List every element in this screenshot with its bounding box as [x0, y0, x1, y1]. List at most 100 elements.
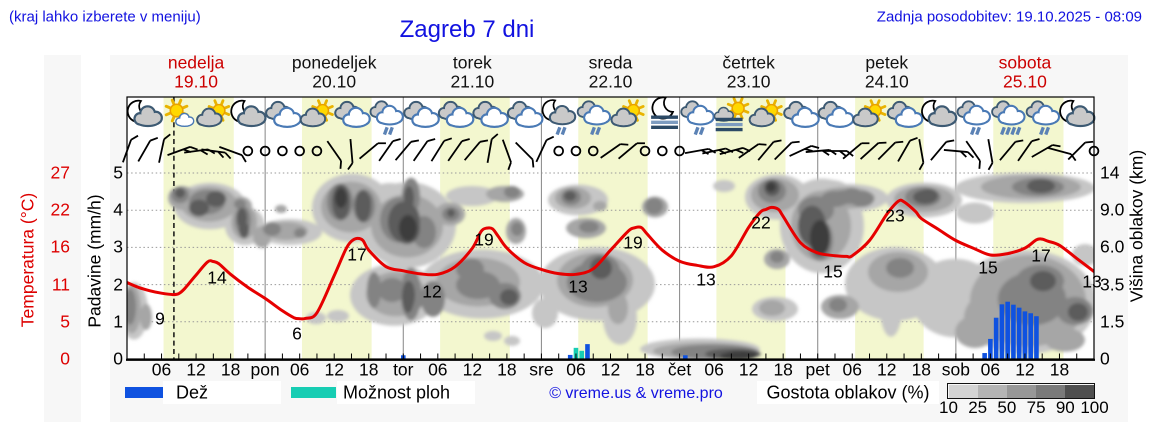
precip-tick-label: 0 — [113, 348, 123, 369]
cloud-height-tick-label: 0 — [1100, 348, 1110, 369]
temp-tick-label: 5 — [60, 311, 70, 332]
day-name-nedelja[interactable]: nedelja — [167, 52, 225, 73]
cloud-shape — [825, 106, 855, 128]
shower-bar — [573, 347, 579, 359]
colorbar-tick-label: 25 — [968, 398, 988, 417]
cloud-blob — [294, 228, 307, 238]
wind-barb-icon — [757, 139, 782, 161]
hour-label: 12 — [738, 359, 759, 380]
temperature-value-label: 23 — [885, 205, 905, 226]
wind-barb-icon — [412, 138, 436, 162]
rain-bar — [683, 355, 688, 359]
temperature-value-label: 9 — [155, 308, 165, 329]
hour-label: 06 — [289, 359, 310, 380]
cloud-density-label-box — [757, 381, 939, 404]
cloud-blob — [956, 202, 995, 224]
day-name-sobota[interactable]: sobota — [998, 52, 1052, 73]
cloud-height-tick-label: 6.0 — [1100, 236, 1125, 257]
calm-wind-icon — [311, 145, 323, 157]
copyright-link[interactable]: © vreme.us & vreme.pro — [549, 385, 723, 402]
weather-icons — [126, 96, 1096, 136]
temperature-value-label: 13 — [1082, 271, 1102, 292]
wind-barb-icon — [358, 142, 386, 160]
precipitation-axis-title: Padavine (mm/h) — [84, 194, 105, 328]
day-name-četrtek[interactable]: četrtek — [722, 52, 775, 73]
day-name-ponedeljek[interactable]: ponedeljek — [291, 52, 377, 73]
cloud-shape — [480, 106, 509, 128]
day-name-torek[interactable]: torek — [452, 52, 492, 73]
cloud-blob — [500, 289, 519, 306]
day-name-petek[interactable]: petek — [865, 52, 909, 73]
wind-barb-icon — [897, 136, 918, 162]
cloud-blob — [504, 185, 521, 198]
colorbar-segment — [1065, 384, 1095, 399]
wind-barb-icon — [842, 142, 870, 160]
colorbar-tick-label: 90 — [1055, 398, 1075, 417]
day-date[interactable]: 21.10 — [450, 71, 495, 92]
weather-icon-cloud — [403, 100, 440, 128]
precip-tick-label: 2 — [113, 274, 123, 295]
day-date[interactable]: 20.10 — [312, 71, 357, 92]
cloud-blob — [188, 199, 210, 217]
day-date[interactable]: 23.10 — [726, 71, 771, 92]
location-hint[interactable]: (kraj lahko izberete v meniju) — [9, 8, 201, 26]
cloud-height-tick-label: 9.0 — [1100, 199, 1125, 220]
cloud-blob — [511, 222, 524, 236]
wind-barb-icon — [378, 138, 401, 162]
rain-bar — [993, 317, 999, 359]
cloud-blob — [274, 204, 287, 214]
shower-bar — [579, 350, 585, 359]
cloud-shape — [610, 107, 637, 128]
cloud-shape — [997, 104, 1026, 126]
weather-icon-sun-cloud — [748, 99, 783, 128]
wind-barb-icon — [617, 142, 645, 160]
cloud-blob — [445, 186, 499, 206]
cloud-shape — [791, 106, 820, 128]
temperature-value-label: 13 — [696, 269, 716, 290]
calm-wind-icon — [294, 145, 305, 157]
temperature-value-label: 17 — [1031, 245, 1051, 266]
weather-icon-sun-cloud — [196, 99, 231, 128]
weather-icon-cloud-rain — [991, 100, 1026, 136]
cloud-height-axis-title: Višina oblakov (km) — [1126, 149, 1147, 303]
weather-icon-cloud-drizzle — [369, 100, 404, 136]
cloud-blob — [578, 220, 599, 233]
colorbar-segment — [1036, 384, 1066, 399]
precip-tick-label: 1 — [113, 311, 123, 332]
day-name-sreda[interactable]: sreda — [588, 52, 633, 73]
wind-barb-icon — [999, 139, 1024, 161]
cloud-height-tick-label: 14 — [1100, 162, 1120, 183]
cloud-blob — [759, 300, 786, 317]
day-date[interactable]: 25.10 — [1003, 71, 1047, 92]
shower-legend-box — [337, 381, 475, 404]
weather-icon-cloud-drizzle — [576, 100, 612, 136]
day-date[interactable]: 24.10 — [864, 71, 909, 92]
wind-barb-icon — [774, 140, 800, 161]
day-date[interactable]: 19.10 — [174, 71, 218, 92]
temperature-value-label: 14 — [207, 267, 227, 288]
rain-legend-box — [163, 381, 281, 404]
weather-icon-cloud-drizzle — [1025, 100, 1061, 136]
wind-barb-icon — [486, 133, 499, 163]
hour-label: 06 — [566, 359, 586, 380]
cloud-blob — [140, 303, 152, 331]
wind-barb-icon — [463, 139, 489, 161]
last-update-text: Zadnja posodobitev: 19.10.2025 - 08:09 — [876, 8, 1142, 26]
rain-bar — [982, 353, 987, 359]
temperature-value-label: 12 — [422, 281, 442, 302]
colorbar-border — [947, 383, 1095, 399]
day-date[interactable]: 22.10 — [588, 71, 633, 92]
rain-legend-label: Dež — [176, 382, 209, 403]
cloud-blob — [913, 190, 937, 205]
weather-icon-sun-fog — [713, 97, 750, 132]
cloud-shape — [1065, 105, 1096, 128]
cloud-blob — [607, 291, 628, 325]
colorbar-tick-label: 100 — [1080, 398, 1109, 417]
colorbar-tick-label: 10 — [939, 398, 958, 417]
temperature-value-label: 15 — [823, 261, 843, 282]
cloud-height-tick-label: 1.5 — [1100, 311, 1125, 332]
day-abbr-label: pon — [250, 359, 280, 380]
rain-bar — [1016, 307, 1022, 359]
hour-label: 06 — [980, 359, 1001, 380]
